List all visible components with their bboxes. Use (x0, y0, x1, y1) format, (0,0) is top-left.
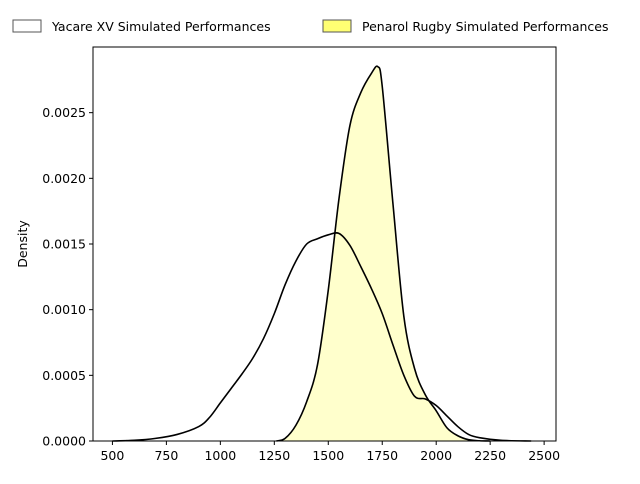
x-tick-label: 2250 (474, 448, 506, 463)
y-tick-label: 0.0025 (42, 105, 86, 120)
legend-swatch-yacare (12, 19, 42, 33)
y-tick-label: 0.0005 (42, 368, 86, 383)
x-tick-label: 1000 (204, 448, 236, 463)
plot-area (92, 46, 557, 442)
x-tick-label: 750 (154, 448, 178, 463)
density-lines (112, 65, 532, 442)
x-tick-label: 1250 (258, 448, 290, 463)
legend-swatch-penarol (322, 19, 352, 33)
y-tick-label: 0.0000 (42, 434, 86, 449)
x-axis: 500 750 1000 1250 1500 1750 2000 2250 2500 (100, 441, 560, 463)
y-tick-label: 0.0010 (42, 302, 86, 317)
x-tick-label: 2000 (420, 448, 452, 463)
y-tick-label: 0.0015 (42, 237, 86, 252)
density-fill-penarol (276, 66, 491, 441)
legend-label-yacare: Yacare XV Simulated Performances (51, 19, 271, 34)
x-tick-label: 500 (100, 448, 124, 463)
x-tick-label: 1500 (312, 448, 344, 463)
y-axis: 0.0000 0.0005 0.0010 0.0015 0.0020 0.0025 (42, 105, 93, 449)
density-line-yacare (112, 232, 532, 442)
density-fills (112, 66, 532, 441)
x-tick-label: 2500 (528, 448, 560, 463)
x-tick-label: 1750 (366, 448, 398, 463)
density-line-penarol (276, 65, 491, 442)
legend-label-penarol: Penarol Rugby Simulated Performances (362, 19, 608, 34)
y-tick-label: 0.0020 (42, 171, 86, 186)
y-axis-label: Density (15, 220, 30, 268)
legend: Yacare XV Simulated Performances Penarol… (12, 19, 608, 34)
